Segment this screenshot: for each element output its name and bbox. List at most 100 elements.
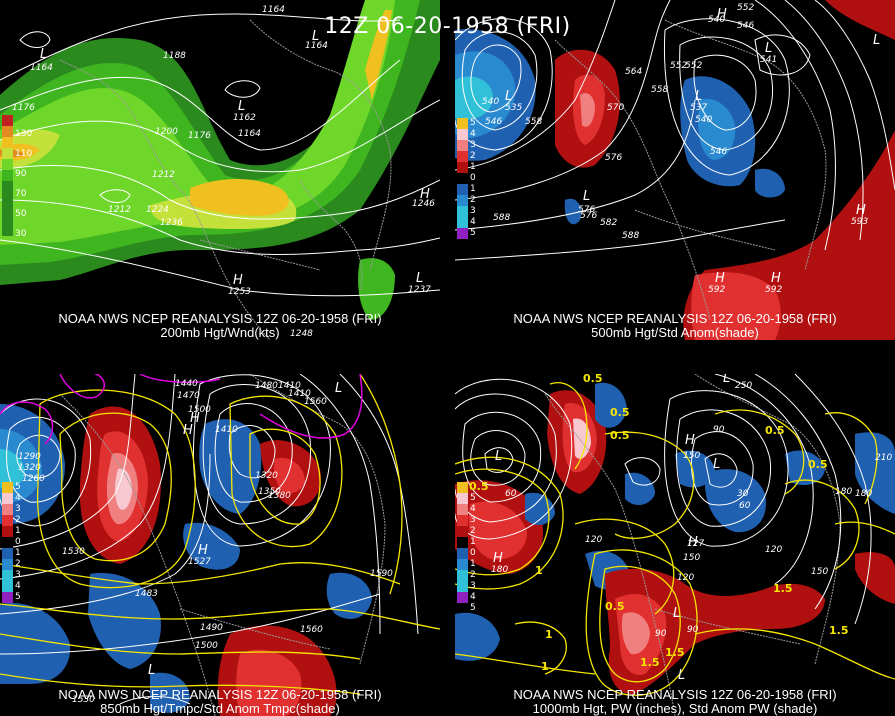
contour-label: 120: [585, 535, 602, 545]
contour-label: 1560: [300, 625, 323, 635]
legend-value: 1: [15, 526, 21, 536]
legend-value: 5: [15, 482, 21, 492]
low-center-label: L: [495, 449, 502, 464]
contour-label: 1253: [228, 287, 251, 297]
legend-value: 4: [470, 217, 476, 227]
low-center-label: L: [678, 668, 685, 683]
contour-label: 558: [525, 117, 542, 127]
pw-contours: [455, 382, 895, 696]
panel-500mb-anom: 540 546 535 558 564 570 576 552 558 537 …: [455, 0, 895, 340]
legend-value: 50: [15, 209, 27, 219]
contour-label: 150: [811, 567, 828, 577]
panel-caption-field: 200mb Hgt/Wnd(kts): [160, 325, 280, 340]
contour-label: 1260: [22, 474, 45, 484]
legend-value: 4: [470, 129, 476, 139]
contour-label: 180: [855, 489, 872, 499]
contour-label: 546: [737, 21, 754, 31]
contour-label: 250: [735, 381, 752, 391]
legend-value: 1: [470, 162, 476, 172]
anomaly-shading: [455, 382, 895, 695]
contour-label: 1200: [155, 127, 178, 137]
legend-value: 2: [470, 195, 476, 205]
contour-label: 1410: [288, 389, 311, 399]
contour-label: 1246: [412, 199, 435, 209]
contour-label: 1162: [233, 113, 256, 123]
low-center-label: L: [148, 663, 155, 678]
legend-value: 3: [15, 504, 21, 514]
pressure-centers: H H L H L: [148, 381, 342, 678]
contour-label: 552: [685, 61, 702, 71]
contour-label: 541: [760, 55, 777, 65]
anomaly-shading: [0, 404, 372, 716]
coastlines: [554, 19, 827, 321]
legend-value: 2: [470, 526, 476, 536]
freezing-contours: [0, 374, 363, 445]
contour-label: 1164: [30, 63, 53, 73]
contour-label: 1164: [305, 41, 328, 51]
main-title: 12Z 06-20-1958 (FRI): [324, 14, 571, 39]
legend-value: 1: [15, 548, 21, 558]
high-center-label: H: [856, 203, 866, 218]
pw-label: 1: [545, 628, 553, 641]
contour-label: 537: [690, 103, 707, 113]
panel-1000mb-pw: 0.5 0.5 0.5 0.5 0.5 1 1 1.5 1.5 1.5 1.5 …: [455, 374, 895, 716]
legend-value: 5: [470, 603, 476, 613]
wind-shading: [0, 0, 440, 320]
low-center-label: L: [765, 41, 772, 56]
low-center-label: L: [505, 89, 512, 104]
contour-label: 180: [491, 565, 508, 575]
contour-label: 576: [580, 211, 597, 221]
legend-value: 2: [470, 151, 476, 161]
height-contours: [0, 13, 440, 297]
legend-value: 0: [15, 537, 21, 547]
panel-850mb-temp: 1440 1470 1500 1410 1290 1320 1260 1410 …: [0, 374, 440, 716]
contour-label: 1490: [200, 623, 223, 633]
contour-label: 588: [622, 231, 639, 241]
legend-value: 3: [470, 581, 476, 591]
legend-value: 1: [470, 559, 476, 569]
legend-value: 4: [15, 581, 21, 591]
legend-value: 3: [470, 515, 476, 525]
contour-label: 150: [683, 553, 700, 563]
contour-label: 576: [578, 205, 595, 215]
contour-label: 593: [851, 217, 868, 227]
contour-labels: 1164 1164 1188 1176 1200 1176 1164 1162 …: [12, 5, 435, 339]
contour-label: 546: [485, 117, 502, 127]
contour-label: 592: [708, 285, 725, 295]
low-center-label: L: [873, 33, 880, 48]
pw-label: 0.5: [583, 374, 603, 385]
pw-label: 0.5: [610, 429, 630, 442]
legend-value: 90: [15, 169, 27, 179]
anomaly-legend: 0.5 5 4 3 2 1 0 1 2 3 4 5: [457, 480, 489, 613]
contour-label: 570: [607, 103, 624, 113]
anomaly-legend: 5 4 3 2 1 0 1 2 3 4 5: [2, 482, 21, 603]
pw-label: 0.5: [808, 458, 828, 471]
contour-label: 1237: [408, 285, 431, 295]
legend-value: 0.5: [469, 480, 489, 493]
contour-label: 558: [651, 85, 668, 95]
contour-label: 1212: [108, 205, 131, 215]
contour-labels: 1440 1470 1500 1410 1290 1320 1260 1410 …: [18, 379, 393, 705]
high-center-label: H: [717, 7, 727, 22]
map-500mb-anom: 540 546 535 558 564 570 576 552 558 537 …: [455, 0, 895, 340]
contour-label: 90: [713, 425, 725, 435]
legend-value: 5: [15, 592, 21, 602]
contour-label: 564: [625, 67, 642, 77]
high-center-label: H: [233, 273, 243, 288]
coastlines: [59, 19, 392, 340]
contour-label: 1480: [255, 381, 278, 391]
panel-caption-source: NOAA NWS NCEP REANALYSIS 12Z 06-20-1958 …: [513, 311, 837, 326]
legend-value: 1: [470, 184, 476, 194]
contour-label: 1164: [262, 5, 285, 15]
contour-label: 60: [505, 489, 517, 499]
contour-label: 1410: [215, 425, 238, 435]
low-center-label: L: [335, 381, 342, 396]
contour-label: 592: [765, 285, 782, 295]
pw-label: 1: [535, 564, 543, 577]
legend-value: 3: [15, 570, 21, 580]
map-200mb-wind: 1164 1164 1188 1176 1200 1176 1164 1162 …: [0, 0, 440, 340]
wind-legend: 130 110 90 70 50 30: [2, 115, 32, 239]
pressure-centers: L L L H H H H L L: [505, 7, 880, 286]
contour-label: 1248: [290, 329, 313, 339]
height-contours: [455, 374, 872, 625]
